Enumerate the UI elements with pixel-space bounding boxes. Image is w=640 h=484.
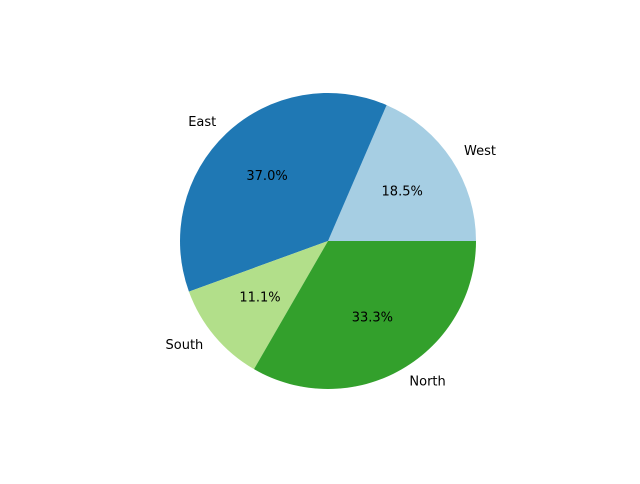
slice-label-south: South [166, 338, 204, 353]
slice-percent-west: 18.5% [382, 185, 423, 200]
slice-percent-east: 37.0% [246, 169, 287, 184]
pie-slice-north [254, 241, 476, 389]
slice-label-east: East [188, 115, 216, 130]
slices-layer [180, 92, 476, 389]
slice-percent-south: 11.1% [239, 291, 280, 306]
pie-slice-east [180, 92, 387, 292]
slice-percent-north: 33.3% [352, 310, 393, 325]
slice-label-west: West [464, 144, 496, 159]
labels-layer: West 18.5% East 37.0% South 11.1% North 33.3% [166, 115, 496, 389]
slice-label-north: North [409, 374, 445, 389]
pie-slice-south [188, 241, 328, 370]
pie-slice-west [328, 105, 476, 241]
